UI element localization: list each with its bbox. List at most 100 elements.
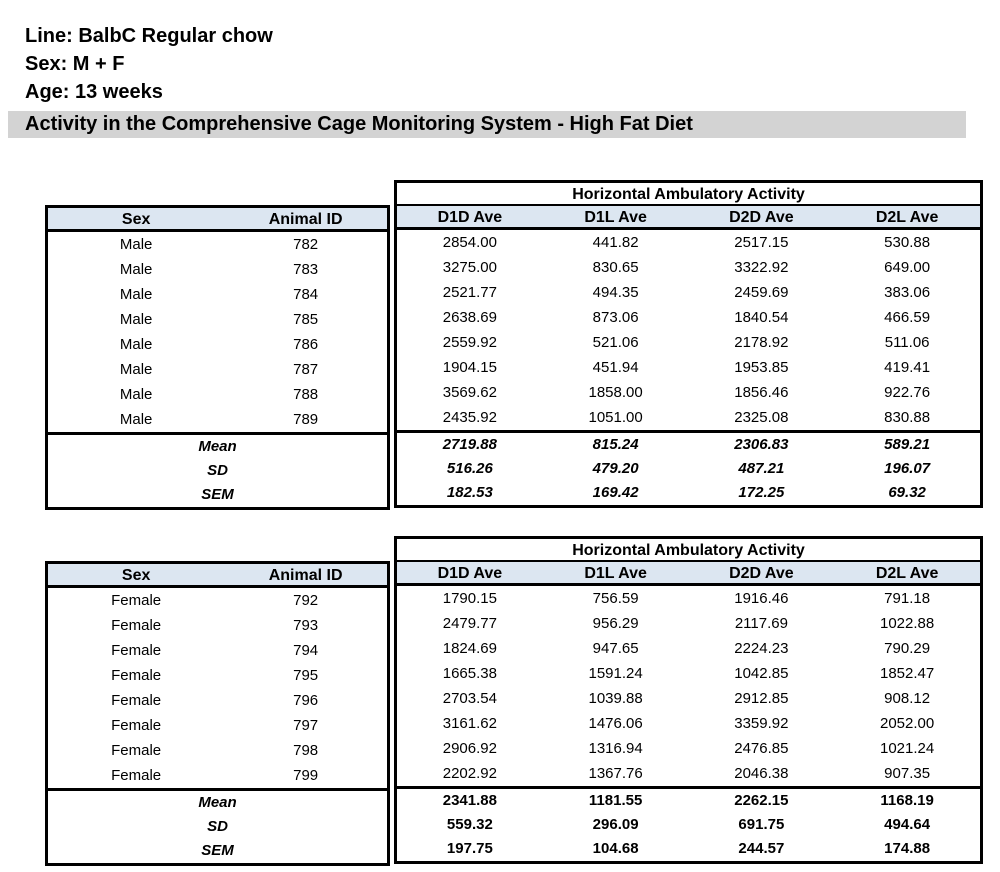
animal-id-cell: 793 [293,617,319,634]
stat-value-cell: 2262.15 [734,792,789,809]
value-cell: 1051.00 [588,409,643,426]
value-cell: 907.35 [884,765,931,782]
stat-label: SD [207,462,228,479]
table-row: 3275.00 830.65 3322.92 649.00 [397,255,980,280]
sex-cell: Male [119,411,153,428]
value-cell: 1858.00 [588,384,643,401]
stat-value-cell: 196.07 [884,460,931,477]
table-row: 197.75 104.68 244.57 174.88 [397,837,980,861]
animal-id-cell: 782 [293,236,319,253]
value-cell: 1591.24 [588,665,643,682]
value-cell: 511.06 [884,334,930,351]
value-cell: 908.12 [884,690,931,707]
value-rows: 2854.00 441.82 2517.15 530.88 3275.00 830.65 3… [397,230,980,430]
value-cell: 441.82 [592,234,639,251]
stat-value-cell: 487.21 [738,460,785,477]
sex-cell: Male [119,361,153,378]
animal-id-cell: 789 [293,411,319,428]
value-cell: 2435.92 [442,409,497,426]
value-cell: 2178.92 [734,334,789,351]
value-cell: 791.18 [884,590,931,607]
stat-value-cell: 691.75 [738,816,785,833]
stat-value-cell: 559.32 [446,816,493,833]
stat-label: SEM [201,842,234,859]
stat-value-cell: 69.32 [888,484,926,501]
stat-value-cell: 2719.88 [442,436,497,453]
animal-id-cell: 798 [293,742,319,759]
animal-id-cell: 796 [293,692,319,709]
animal-id-cell: 795 [293,667,319,684]
table-row: SEM [48,839,387,863]
table-row: Male 786 [48,332,387,357]
title-block: Line: BalbC Regular chow Sex: M + F Age:… [25,22,273,106]
stat-value-cell: 479.20 [592,460,639,477]
animal-id-cell: 785 [293,311,319,328]
table-row: Male 783 [48,257,387,282]
value-cell: 1665.38 [442,665,497,682]
stat-value-cell: 2341.88 [442,792,497,809]
value-cell: 451.94 [592,359,639,376]
table-row: SD [48,459,387,483]
column-header-d2l: D2L Ave [875,209,939,226]
table-row: 2703.54 1039.88 2912.85 908.12 [397,686,980,711]
value-cell: 1852.47 [880,665,935,682]
activity-columns-box: Horizontal Ambulatory Activity D1D Ave D… [394,536,983,864]
value-cell: 2479.77 [442,615,497,632]
value-cell: 1790.15 [442,590,497,607]
age-label: Age: 13 weeks [25,81,163,103]
value-cell: 2854.00 [442,234,497,251]
value-cell: 2638.69 [442,309,497,326]
group-header: Horizontal Ambulatory Activity [572,542,805,559]
sex-cell: Female [111,617,162,634]
value-cell: 830.88 [884,409,931,426]
group-header: Horizontal Ambulatory Activity [572,186,805,203]
table-row: SEM [48,483,387,507]
value-cell: 1367.76 [588,765,643,782]
value-cell: 2521.77 [442,284,497,301]
table-row: Mean [48,791,387,815]
value-cell: 2912.85 [734,690,789,707]
value-cell: 1840.54 [734,309,789,326]
value-cell: 1916.46 [734,590,789,607]
stat-values: 2719.88 815.24 2306.83 589.21 516.26 479.20 48… [397,430,980,505]
stat-value-cell: 296.09 [592,816,639,833]
table-row: Male 789 [48,407,387,432]
column-header-d2d: D2D Ave [729,209,794,226]
value-cell: 2906.92 [442,740,497,757]
sex-cell: Female [111,767,162,784]
value-cell: 1904.15 [442,359,497,376]
value-cell: 2559.92 [442,334,497,351]
table-row: 1824.69 947.65 2224.23 790.29 [397,636,980,661]
sex-cell: Female [111,692,162,709]
value-cell: 2703.54 [442,690,497,707]
value-cell: 2117.69 [734,615,788,632]
stat-values: 2341.88 1181.55 2262.15 1168.19 559.32 296.09… [397,786,980,861]
table-row: Male 784 [48,282,387,307]
table-row: Male 788 [48,382,387,407]
column-header-d1d: D1D Ave [437,209,503,226]
table-row: Female 794 [48,638,387,663]
value-cell: 419.41 [884,359,931,376]
id-rows: Male 782 Male 783 Male 784 Male 785 Male 786 Male 7… [48,232,387,432]
animal-id-cell: 792 [293,592,319,609]
stat-value-cell: 2306.83 [734,436,789,453]
stat-value-cell: 815.24 [592,436,639,453]
stat-value-cell: 197.75 [446,840,493,857]
stat-label: Mean [198,438,237,455]
value-cell: 2046.38 [734,765,789,782]
stat-value-cell: 1181.55 [588,792,643,809]
animal-id-cell: 797 [293,717,319,734]
column-header-d1l: D1L Ave [584,565,647,582]
stat-value-cell: 1168.19 [880,792,934,809]
id-rows: Female 792 Female 793 Female 794 Female 795 Fema… [48,588,387,788]
animal-id-cell: 783 [293,261,319,278]
group-header-row: Horizontal Ambulatory Activity [397,539,980,562]
table-row: 2638.69 873.06 1840.54 466.59 [397,305,980,330]
value-cell: 1476.06 [588,715,643,732]
sex-cell: Male [119,311,153,328]
value-cell: 1856.46 [734,384,789,401]
table-row: 1790.15 756.59 1916.46 791.18 [397,586,980,611]
value-cell: 2202.92 [442,765,497,782]
table-row: 2521.77 494.35 2459.69 383.06 [397,280,980,305]
table-row: Female 799 [48,763,387,788]
